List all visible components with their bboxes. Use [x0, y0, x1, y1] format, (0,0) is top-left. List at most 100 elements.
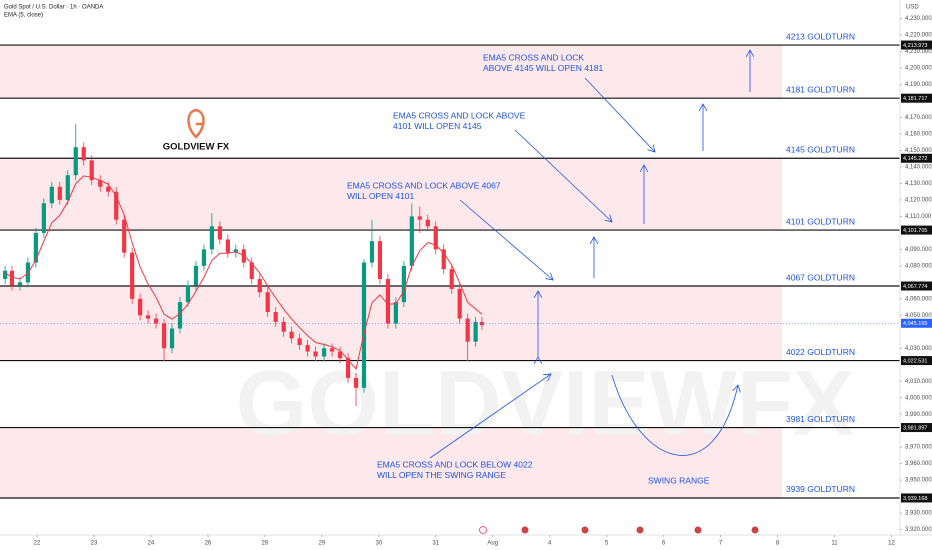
candle-body: [345, 358, 351, 378]
y-tick-label: 3,960.000: [905, 461, 932, 467]
event-icon[interactable]: [479, 526, 487, 534]
candle-body: [289, 331, 294, 339]
symbol-title: Gold Spot / U.S. Dollar · 1h · OANDA: [4, 5, 103, 11]
candle-body: [177, 302, 183, 329]
candle-body: [122, 219, 127, 253]
event-icon[interactable]: [694, 526, 702, 534]
y-tick-label: 4,230.000: [905, 16, 932, 22]
annotation: SWING RANGE: [648, 475, 710, 485]
price-axis: [900, 0, 932, 535]
annotation: 4101 WILL OPEN 4145: [393, 121, 482, 131]
level-label: 3939 GOLDTURN: [786, 484, 855, 494]
arrow: [584, 77, 655, 152]
candle-body: [233, 249, 238, 253]
x-tick-label: 5: [605, 541, 609, 547]
event-icon[interactable]: [521, 526, 529, 534]
watermark: GOLDVIEWFX: [236, 352, 854, 454]
level-label: 4181 GOLDTURN: [786, 84, 855, 94]
price-tag-label: 4,101.705: [903, 228, 927, 234]
candle-body: [17, 282, 23, 286]
level-label: 4022 GOLDTURN: [786, 347, 855, 357]
indicator-title: EMA (5, close): [4, 13, 43, 19]
price-tag: [901, 423, 932, 433]
candle-body: [401, 265, 406, 303]
ema-line: [4, 175, 483, 371]
y-tick-label: 4,140.000: [905, 165, 932, 171]
candle-body: [201, 249, 207, 266]
candle-body: [297, 338, 302, 345]
candle-body: [257, 279, 262, 293]
logo: GOLDVIEW FX: [163, 108, 230, 153]
candle-body: [385, 279, 391, 324]
candle-body: [265, 292, 270, 313]
price-tag: [901, 93, 932, 103]
y-tick-label: 4,220.000: [905, 33, 932, 39]
candle-body: [146, 315, 151, 319]
current-price-label: 4,045.165: [903, 321, 927, 327]
x-tick-label: 30: [375, 541, 382, 547]
candle-body: [161, 323, 167, 349]
price-tag-label: 4,213.973: [903, 43, 927, 49]
candle-body: [417, 216, 422, 220]
price-tag-label: 4,022.531: [903, 359, 927, 365]
level-label: 4145 GOLDTURN: [786, 145, 855, 155]
y-tick-label: 4,200.000: [905, 66, 932, 72]
arrow: [459, 199, 553, 280]
candle-body: [114, 191, 119, 220]
axes: 4,213.973 4,181.717 4,145.272 4,101.705 4,06…: [0, 16, 932, 547]
y-tick-label: 4,160.000: [905, 132, 932, 138]
price-tag: [901, 153, 932, 163]
x-tick-label: 31: [432, 541, 439, 547]
candle-body: [193, 265, 199, 286]
candle-body: [106, 186, 111, 192]
annotation: EMA5 CROSS AND LOCK ABOVE 4067: [347, 180, 501, 190]
level-label: 4213 GOLDTURN: [786, 31, 855, 41]
candle-body: [322, 348, 327, 357]
y-tick-label: 4,030.000: [905, 346, 932, 352]
y-tick-label: 4,170.000: [905, 115, 932, 121]
y-tick-label: 3,970.000: [905, 445, 932, 451]
x-tick-label: 28: [262, 541, 269, 547]
x-tick-label: Aug: [487, 541, 498, 547]
event-icon[interactable]: [751, 526, 759, 534]
candle-body: [138, 298, 143, 316]
annotation: EMA5 CROSS AND LOCK ABOVE: [393, 110, 526, 120]
candle-body: [209, 226, 214, 250]
x-tick-label: 7: [719, 541, 723, 547]
current-price-tag: [901, 318, 932, 328]
candle-body: [130, 252, 135, 299]
price-tag: [901, 356, 932, 366]
x-tick-label: 26: [205, 541, 212, 547]
y-tick-label: 3,990.000: [905, 412, 932, 418]
y-tick-label: 4,010.000: [905, 379, 932, 385]
zone: [0, 427, 782, 498]
candle-body: [479, 321, 484, 326]
candle-body: [98, 180, 103, 187]
price-tag-label: 3,981.897: [903, 425, 927, 431]
arrows: [429, 50, 750, 459]
price-tag: [901, 493, 932, 503]
candle-body: [3, 270, 8, 280]
levels: 4213 GOLDTURN 4181 GOLDTURN 4145 GOLDTURN 4…: [0, 31, 900, 499]
candle-body: [377, 241, 383, 280]
candle-body: [249, 262, 254, 280]
candle-body: [361, 262, 367, 388]
swing-arrow: [611, 374, 738, 456]
candle-body: [281, 321, 286, 332]
event-icon[interactable]: [636, 526, 644, 534]
y-tick-label: 4,130.000: [905, 181, 932, 187]
y-tick-label: 3,930.000: [905, 511, 932, 517]
price-tag: [901, 225, 932, 235]
annotation: EMA5 CROSS AND LOCK BELOW 4022: [377, 459, 533, 469]
x-tick-label: 4: [548, 541, 552, 547]
candle-body: [217, 226, 222, 240]
candle-body: [153, 318, 159, 324]
x-tick-label: 22: [34, 541, 41, 547]
currency: USD: [906, 5, 919, 11]
candle-body: [353, 377, 359, 388]
y-tick-label: 4,000.000: [905, 395, 932, 401]
y-tick-label: 4,190.000: [905, 82, 932, 88]
x-tick-label: 12: [888, 541, 895, 547]
event-icon[interactable]: [581, 526, 589, 534]
